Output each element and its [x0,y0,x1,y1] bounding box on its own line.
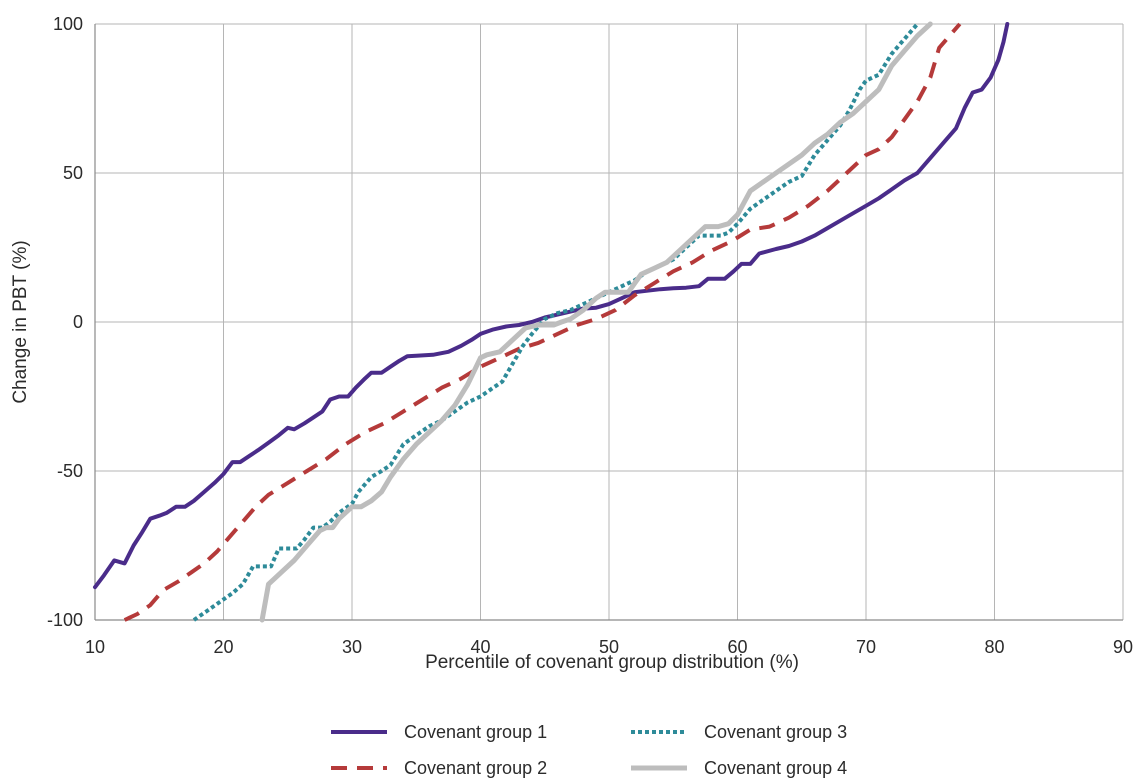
legend-item-1: Covenant group 1 [331,722,547,742]
legend-label-1: Covenant group 1 [404,722,547,742]
x-tick-label: 60 [727,637,747,657]
x-tick-label: 70 [856,637,876,657]
x-tick-label: 20 [213,637,233,657]
x-axis-label: Percentile of covenant group distributio… [425,652,799,673]
series-lines [93,21,1010,623]
legend: Covenant group 1 Covenant group 2 Covena… [331,722,847,778]
x-tick-label: 40 [470,637,490,657]
x-tick-label: 30 [342,637,362,657]
y-tick-label: -50 [57,461,83,481]
y-tick-label: 100 [53,14,83,34]
x-tick-label: 10 [85,637,105,657]
series-line-2 [123,22,962,622]
x-tick-label: 50 [599,637,619,657]
legend-label-3: Covenant group 3 [704,722,847,742]
legend-item-2: Covenant group 2 [331,758,547,778]
legend-item-4: Covenant group 4 [631,758,847,778]
axes [94,24,1124,621]
series-line-1 [93,22,1010,590]
legend-label-2: Covenant group 2 [404,758,547,778]
legend-item-3: Covenant group 3 [631,722,847,742]
x-tick-label: 90 [1113,637,1133,657]
grid [95,23,1123,621]
y-axis-label: Change in PBT (%) [10,240,31,403]
tick-labels: 10 20 30 40 50 60 70 80 90 100 50 0 -50 -100 [47,14,1133,657]
y-tick-label: 50 [63,163,83,183]
y-tick-label: 0 [73,312,83,332]
series-line-3 [192,22,919,622]
series-line-4 [259,21,933,623]
legend-label-4: Covenant group 4 [704,758,847,778]
x-tick-label: 80 [984,637,1004,657]
y-tick-label: -100 [47,610,83,630]
